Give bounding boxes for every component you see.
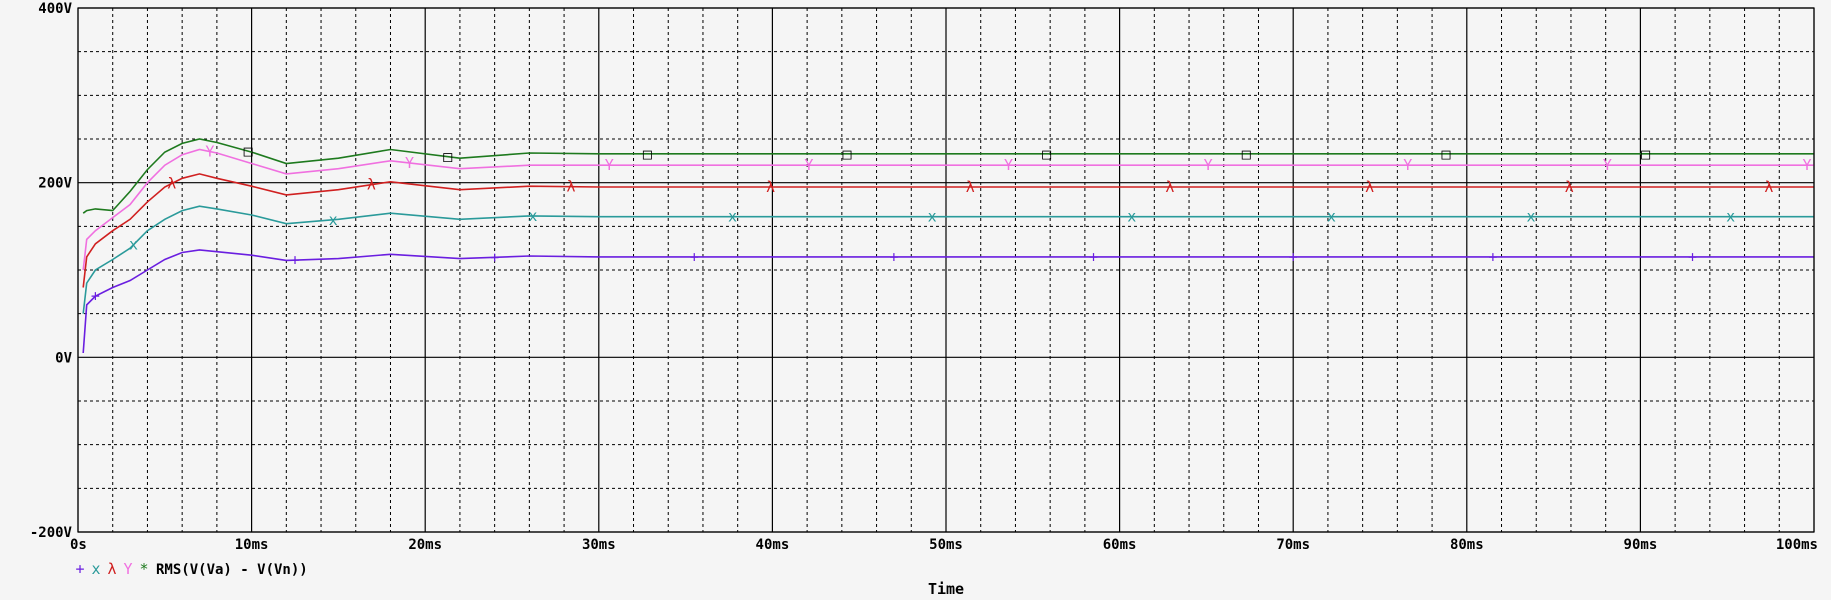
series-marker-4: Y — [1004, 156, 1013, 174]
series-marker-5: □ — [443, 148, 452, 166]
series-marker-1: + — [1089, 248, 1098, 266]
x-tick-label: 80ms — [1450, 537, 1484, 553]
series-marker-5: □ — [1441, 145, 1450, 163]
series-marker-4: Y — [605, 156, 614, 174]
series-marker-5: □ — [643, 145, 652, 163]
series-marker-2: x — [528, 207, 537, 225]
x-tick-label: 70ms — [1276, 537, 1310, 553]
series-marker-1: + — [889, 248, 898, 266]
tick-labels: -200V 0V 200V 400V 0s 10ms 20ms 30ms 40ms 50ms 60m… — [30, 1, 1818, 553]
series-marker-3: λ — [1365, 178, 1374, 196]
legend-marker-2: x — [91, 560, 100, 578]
grid — [77, 7, 1815, 533]
x-tick-label: 60ms — [1103, 537, 1137, 553]
legend-marker-1: + — [75, 560, 84, 578]
x-tick-label: 40ms — [756, 537, 790, 553]
series-marker-5: □ — [1242, 145, 1251, 163]
series-marker-2: x — [329, 211, 338, 229]
legend-marker-4: Y — [123, 560, 132, 578]
series-marker-2: x — [1327, 208, 1336, 226]
series-marker-4: Y — [1603, 156, 1612, 174]
series-marker-4: Y — [1403, 156, 1412, 174]
legend-marker-3: λ — [107, 560, 116, 578]
series-marker-4: Y — [1204, 156, 1213, 174]
y-tick-label: 200V — [38, 176, 72, 192]
series-layer: + + + + + + + + + x x x x x x x x x λ λ λ λ λ λ λ λ λ Y Y Y Y Y Y Y Y Y □ □ □ □… — [82, 138, 1814, 354]
y-tick-label: -200V — [30, 525, 73, 541]
series-marker-4: Y — [405, 154, 414, 172]
series-marker-4: Y — [804, 156, 813, 174]
series-marker-5: □ — [1042, 145, 1051, 163]
series-marker-3: λ — [1565, 178, 1574, 196]
y-tick-label: 0V — [55, 350, 72, 366]
series-marker-2: x — [1527, 208, 1536, 226]
series-line-1 — [82, 249, 1814, 354]
y-tick-label: 400V — [38, 1, 72, 17]
legend-label: RMS(V(Va) - V(Vn)) — [156, 562, 308, 578]
series-marker-1: + — [290, 251, 299, 269]
series-marker-5: □ — [843, 145, 852, 163]
series-marker-4: Y — [205, 143, 214, 161]
x-axis-label: Time — [928, 580, 964, 598]
series-marker-5: □ — [244, 142, 253, 160]
series-marker-3: λ — [367, 176, 376, 194]
series-marker-2: x — [1127, 208, 1136, 226]
series-marker-1: + — [91, 287, 100, 305]
series-marker-2: x — [1726, 208, 1735, 226]
series-marker-1: + — [1688, 248, 1697, 266]
x-tick-label: 0s — [70, 537, 87, 553]
series-marker-3: λ — [766, 178, 775, 196]
series-marker-2: x — [728, 208, 737, 226]
series-line-5 — [82, 138, 1814, 214]
series-marker-3: λ — [567, 178, 576, 196]
series-marker-5: □ — [1641, 145, 1650, 163]
series-marker-1: + — [1488, 248, 1497, 266]
x-tick-label: 50ms — [929, 537, 963, 553]
series-marker-2: x — [129, 236, 138, 254]
series-line-4 — [82, 148, 1814, 271]
series-marker-1: + — [1289, 248, 1298, 266]
series-marker-3: λ — [1165, 178, 1174, 196]
series-marker-3: λ — [966, 178, 975, 196]
series-marker-4: Y — [1803, 156, 1812, 174]
series-marker-3: λ — [1764, 178, 1773, 196]
x-tick-label: 100ms — [1776, 537, 1818, 553]
series-marker-1: + — [690, 248, 699, 266]
x-tick-label: 20ms — [408, 537, 442, 553]
plot-frame — [77, 7, 1815, 533]
x-tick-label: 10ms — [235, 537, 269, 553]
series-marker-1: + — [490, 248, 499, 266]
x-tick-label: 30ms — [582, 537, 616, 553]
legend-marker-5: * — [139, 560, 148, 578]
series-marker-2: x — [928, 208, 937, 226]
series-line-2 — [82, 205, 1814, 314]
series-marker-3: λ — [167, 175, 176, 193]
x-tick-label: 90ms — [1624, 537, 1658, 553]
series-line-3 — [82, 173, 1814, 288]
legend: RMS(V(Va) - V(Vn)) + x λ Y * — [75, 560, 307, 578]
